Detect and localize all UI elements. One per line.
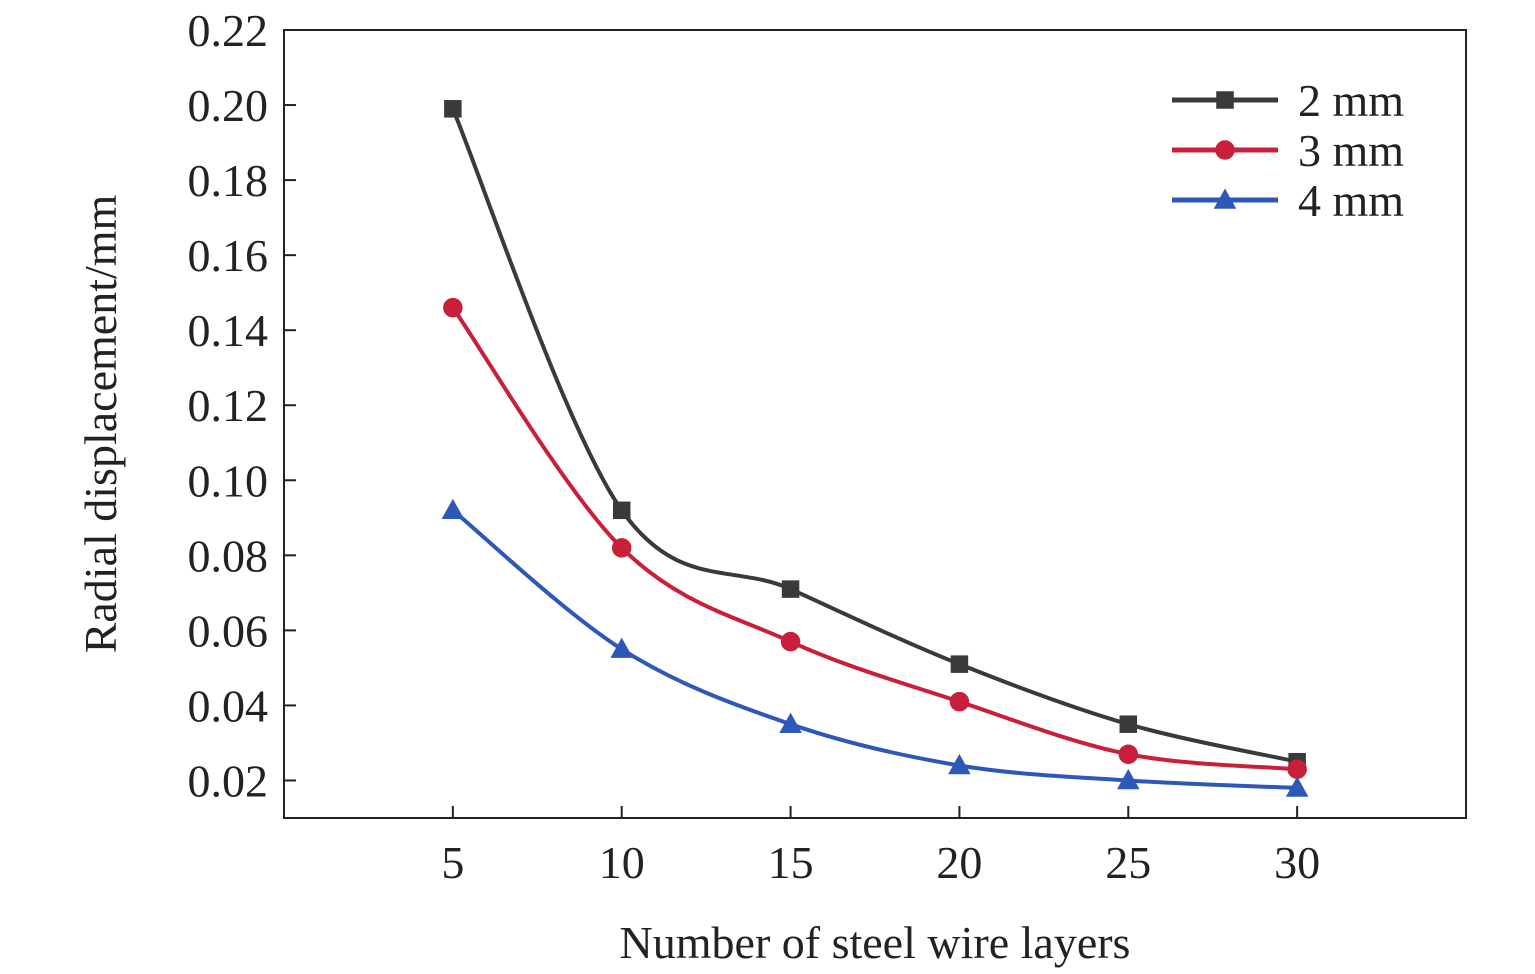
legend-label: 3 mm <box>1298 125 1404 176</box>
data-point <box>441 498 465 520</box>
legend-item: 3 mm <box>1172 125 1404 176</box>
series-3-mm <box>443 297 1307 779</box>
legend-item: 4 mm <box>1172 175 1404 226</box>
data-point <box>780 631 801 652</box>
x-tick-label: 25 <box>1105 837 1151 888</box>
legend: 2 mm3 mm4 mm <box>1172 75 1404 226</box>
series-line <box>451 508 1298 790</box>
legend-marker <box>1216 91 1234 109</box>
series-line <box>451 108 1298 764</box>
data-point <box>1287 759 1307 779</box>
data-point <box>611 538 632 558</box>
y-tick-label: 0.06 <box>188 605 269 656</box>
series-2-mm <box>444 100 1306 771</box>
data-point <box>444 100 462 118</box>
y-tick-label: 0.12 <box>188 380 269 431</box>
x-tick-label: 15 <box>768 837 814 888</box>
y-tick-label: 0.08 <box>188 530 269 581</box>
y-tick-label: 0.10 <box>188 455 269 506</box>
y-tick-label: 0.14 <box>188 305 269 356</box>
y-tick-label: 0.22 <box>188 5 269 56</box>
series-line <box>451 306 1298 772</box>
data-point <box>612 501 631 520</box>
data-point <box>1117 768 1140 790</box>
data-point <box>948 753 971 775</box>
y-axis-title: Radial displacement/mm <box>75 194 126 653</box>
y-tick-label: 0.02 <box>188 755 269 806</box>
x-tick-label: 20 <box>936 837 982 888</box>
y-tick-label: 0.16 <box>188 230 269 281</box>
legend-marker <box>1213 188 1237 209</box>
data-point <box>443 297 463 318</box>
legend-marker <box>1215 140 1235 160</box>
legend-label: 2 mm <box>1298 75 1404 126</box>
legend-label: 4 mm <box>1298 175 1404 226</box>
data-point <box>1119 715 1138 733</box>
y-tick-label: 0.20 <box>188 80 269 131</box>
x-axis-ticks: 5 10 15 20 25 30 <box>441 806 1320 888</box>
x-axis-title: Number of steel wire layers <box>620 917 1131 968</box>
data-point <box>610 637 633 658</box>
x-tick-label: 5 <box>441 837 464 888</box>
data-point <box>1285 776 1309 797</box>
data-point <box>950 655 969 673</box>
y-tick-label: 0.04 <box>188 680 269 731</box>
data-point <box>949 691 970 712</box>
plot-frame <box>283 29 1467 819</box>
series-4-mm <box>441 498 1309 797</box>
data-point <box>1118 744 1139 764</box>
y-tick-label: 0.18 <box>188 155 269 206</box>
data-point <box>781 580 800 598</box>
x-tick-label: 10 <box>599 837 645 888</box>
data-point <box>779 712 802 733</box>
x-tick-label: 30 <box>1274 837 1320 888</box>
legend-item: 2 mm <box>1172 75 1404 126</box>
y-axis-ticks: 0.02 0.04 0.06 0.08 0.10 0.12 0.14 0.16 0.18 0.20… <box>188 5 296 806</box>
series-layer <box>441 100 1309 797</box>
